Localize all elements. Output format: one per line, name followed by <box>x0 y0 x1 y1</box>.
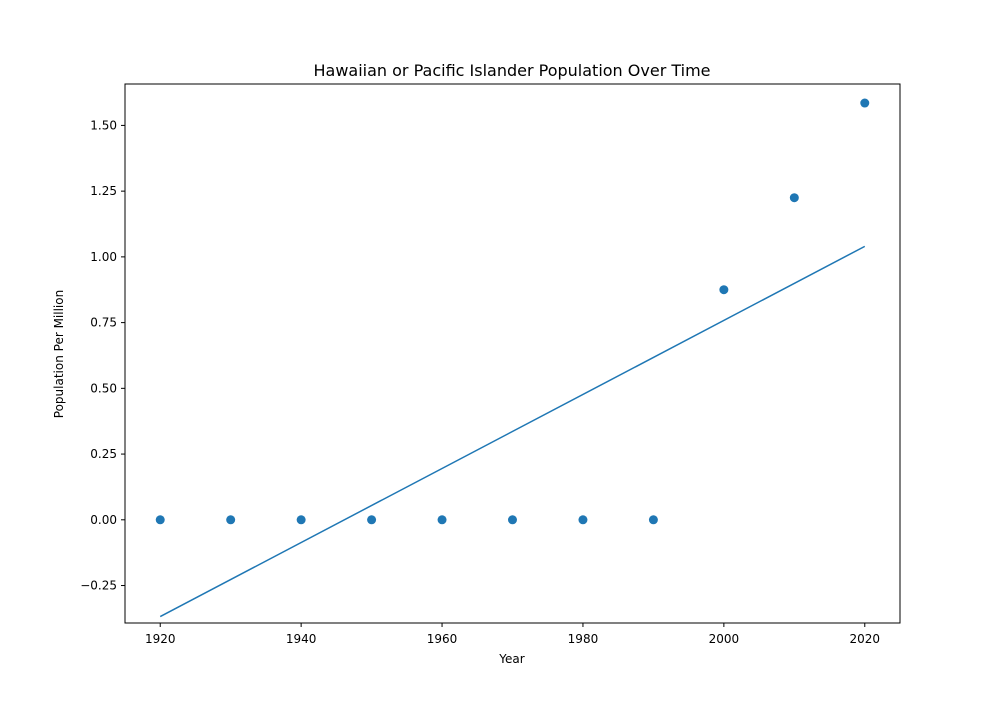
x-axis-label: Year <box>498 652 524 666</box>
chart-title: Hawaiian or Pacific Islander Population … <box>313 61 710 80</box>
data-point <box>437 515 447 525</box>
data-point <box>508 515 517 525</box>
y-tick-label: 0.25 <box>90 447 117 461</box>
plot-area <box>155 98 870 618</box>
y-tick-label: 1.25 <box>90 184 117 198</box>
y-tick-label: 0.75 <box>90 316 117 330</box>
data-point <box>296 515 306 525</box>
y-tick-label: 0.50 <box>90 381 117 395</box>
data-point <box>367 515 377 525</box>
y-tick-label: −0.25 <box>80 579 117 593</box>
x-tick-label: 1940 <box>286 632 317 646</box>
data-point <box>719 285 729 295</box>
data-point <box>860 98 870 108</box>
x-tick-label: 1960 <box>427 632 458 646</box>
data-point <box>155 515 165 525</box>
y-tick-label: 1.00 <box>90 250 117 264</box>
y-axis-label: Population Per Million <box>52 290 66 418</box>
x-tick-label: 2020 <box>849 632 880 646</box>
y-axis: −0.25 0.00 0.25 0.50 0.75 1.00 1.25 1.50 <box>80 118 125 593</box>
y-tick-label: 0.00 <box>90 513 117 527</box>
data-point <box>226 515 236 525</box>
plot-frame <box>124 83 901 624</box>
trend-line <box>159 245 866 618</box>
x-tick-label: 2000 <box>709 632 740 646</box>
x-tick-label: 1920 <box>145 632 176 646</box>
x-tick-label: 1980 <box>568 632 599 646</box>
data-point <box>789 193 799 203</box>
y-tick-label: 1.50 <box>90 118 117 132</box>
x-axis: 1920 1940 1960 1980 2000 2020 <box>145 623 880 646</box>
data-point <box>578 515 588 525</box>
data-point <box>648 515 658 525</box>
